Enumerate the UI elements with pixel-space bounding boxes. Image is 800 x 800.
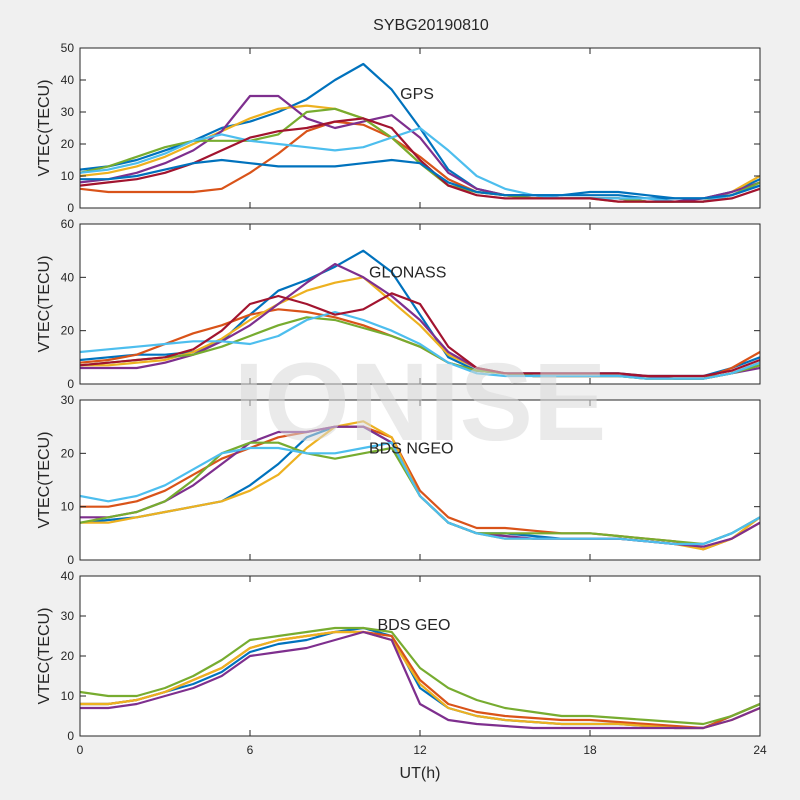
- y-tick-label: 20: [61, 446, 75, 460]
- y-tick-label: 40: [61, 569, 75, 583]
- series-group: [80, 249, 760, 380]
- y-tick-label: 30: [61, 105, 75, 119]
- panel-annotation-2: BDS NGEO: [369, 440, 453, 457]
- panels: 01020304050VTEC(TECU)0204060VTEC(TECU)01…: [36, 41, 767, 757]
- x-tick-label: 6: [247, 743, 254, 757]
- x-tick-label: 0: [77, 743, 84, 757]
- y-tick-label: 20: [61, 649, 75, 663]
- panel-annotation-1: GLONASS: [369, 264, 446, 281]
- y-tick-label: 50: [61, 41, 75, 55]
- chart-title: SYBG20190810: [373, 17, 489, 34]
- series-line-6: [80, 292, 760, 378]
- series-line-7: [80, 158, 760, 200]
- panel-annotation-0: GPS: [400, 86, 434, 103]
- y-tick-label: 40: [61, 73, 75, 87]
- y-tick-label: 30: [61, 393, 75, 407]
- series-line-2: [80, 630, 760, 730]
- panel-0: 0 10 20 30 40 50 VTEC(TECU): [36, 41, 761, 215]
- y-tick-label: 20: [61, 324, 75, 338]
- series-line-4: [80, 626, 760, 726]
- y-tick-label: 20: [61, 137, 75, 151]
- plot-area: [80, 576, 760, 736]
- series-group: [80, 62, 760, 203]
- y-tick-label: 60: [61, 217, 75, 231]
- series-line-3: [80, 630, 760, 730]
- y-tick-label: 0: [67, 377, 74, 391]
- x-tick-label: 24: [753, 743, 767, 757]
- panel-2: 0 10 20 30 VTEC(TECU): [36, 393, 761, 567]
- x-tick-label: 12: [413, 743, 427, 757]
- panel-3: 0 6 12 18 24 0 10 20 30 40 VTEC(TECU): [36, 569, 767, 757]
- series-line-5: [80, 310, 760, 380]
- y-axis-label: VTEC(TECU): [36, 432, 53, 529]
- y-axis-label: VTEC(TECU): [36, 608, 53, 705]
- y-tick-label: 0: [67, 201, 74, 215]
- panel-1: 0 20 40 60 VTEC(TECU): [36, 217, 761, 391]
- series-line-5: [80, 441, 760, 546]
- watermark-text: IONISE: [234, 341, 607, 464]
- y-tick-label: 0: [67, 729, 74, 743]
- series-group: [80, 420, 760, 551]
- y-tick-label: 30: [61, 609, 75, 623]
- x-axis-label: UT(h): [400, 765, 441, 782]
- panel-annotation-3: BDS GEO: [378, 617, 451, 634]
- y-tick-label: 40: [61, 270, 75, 284]
- y-axis-label: VTEC(TECU): [36, 80, 53, 177]
- y-tick-label: 10: [61, 169, 75, 183]
- y-tick-label: 10: [61, 689, 75, 703]
- series-line-5: [80, 126, 760, 203]
- x-tick-label: 18: [583, 743, 597, 757]
- series-group: [80, 626, 760, 730]
- y-axis-label: VTEC(TECU): [36, 256, 53, 353]
- y-tick-label: 10: [61, 500, 75, 514]
- y-tick-label: 0: [67, 553, 74, 567]
